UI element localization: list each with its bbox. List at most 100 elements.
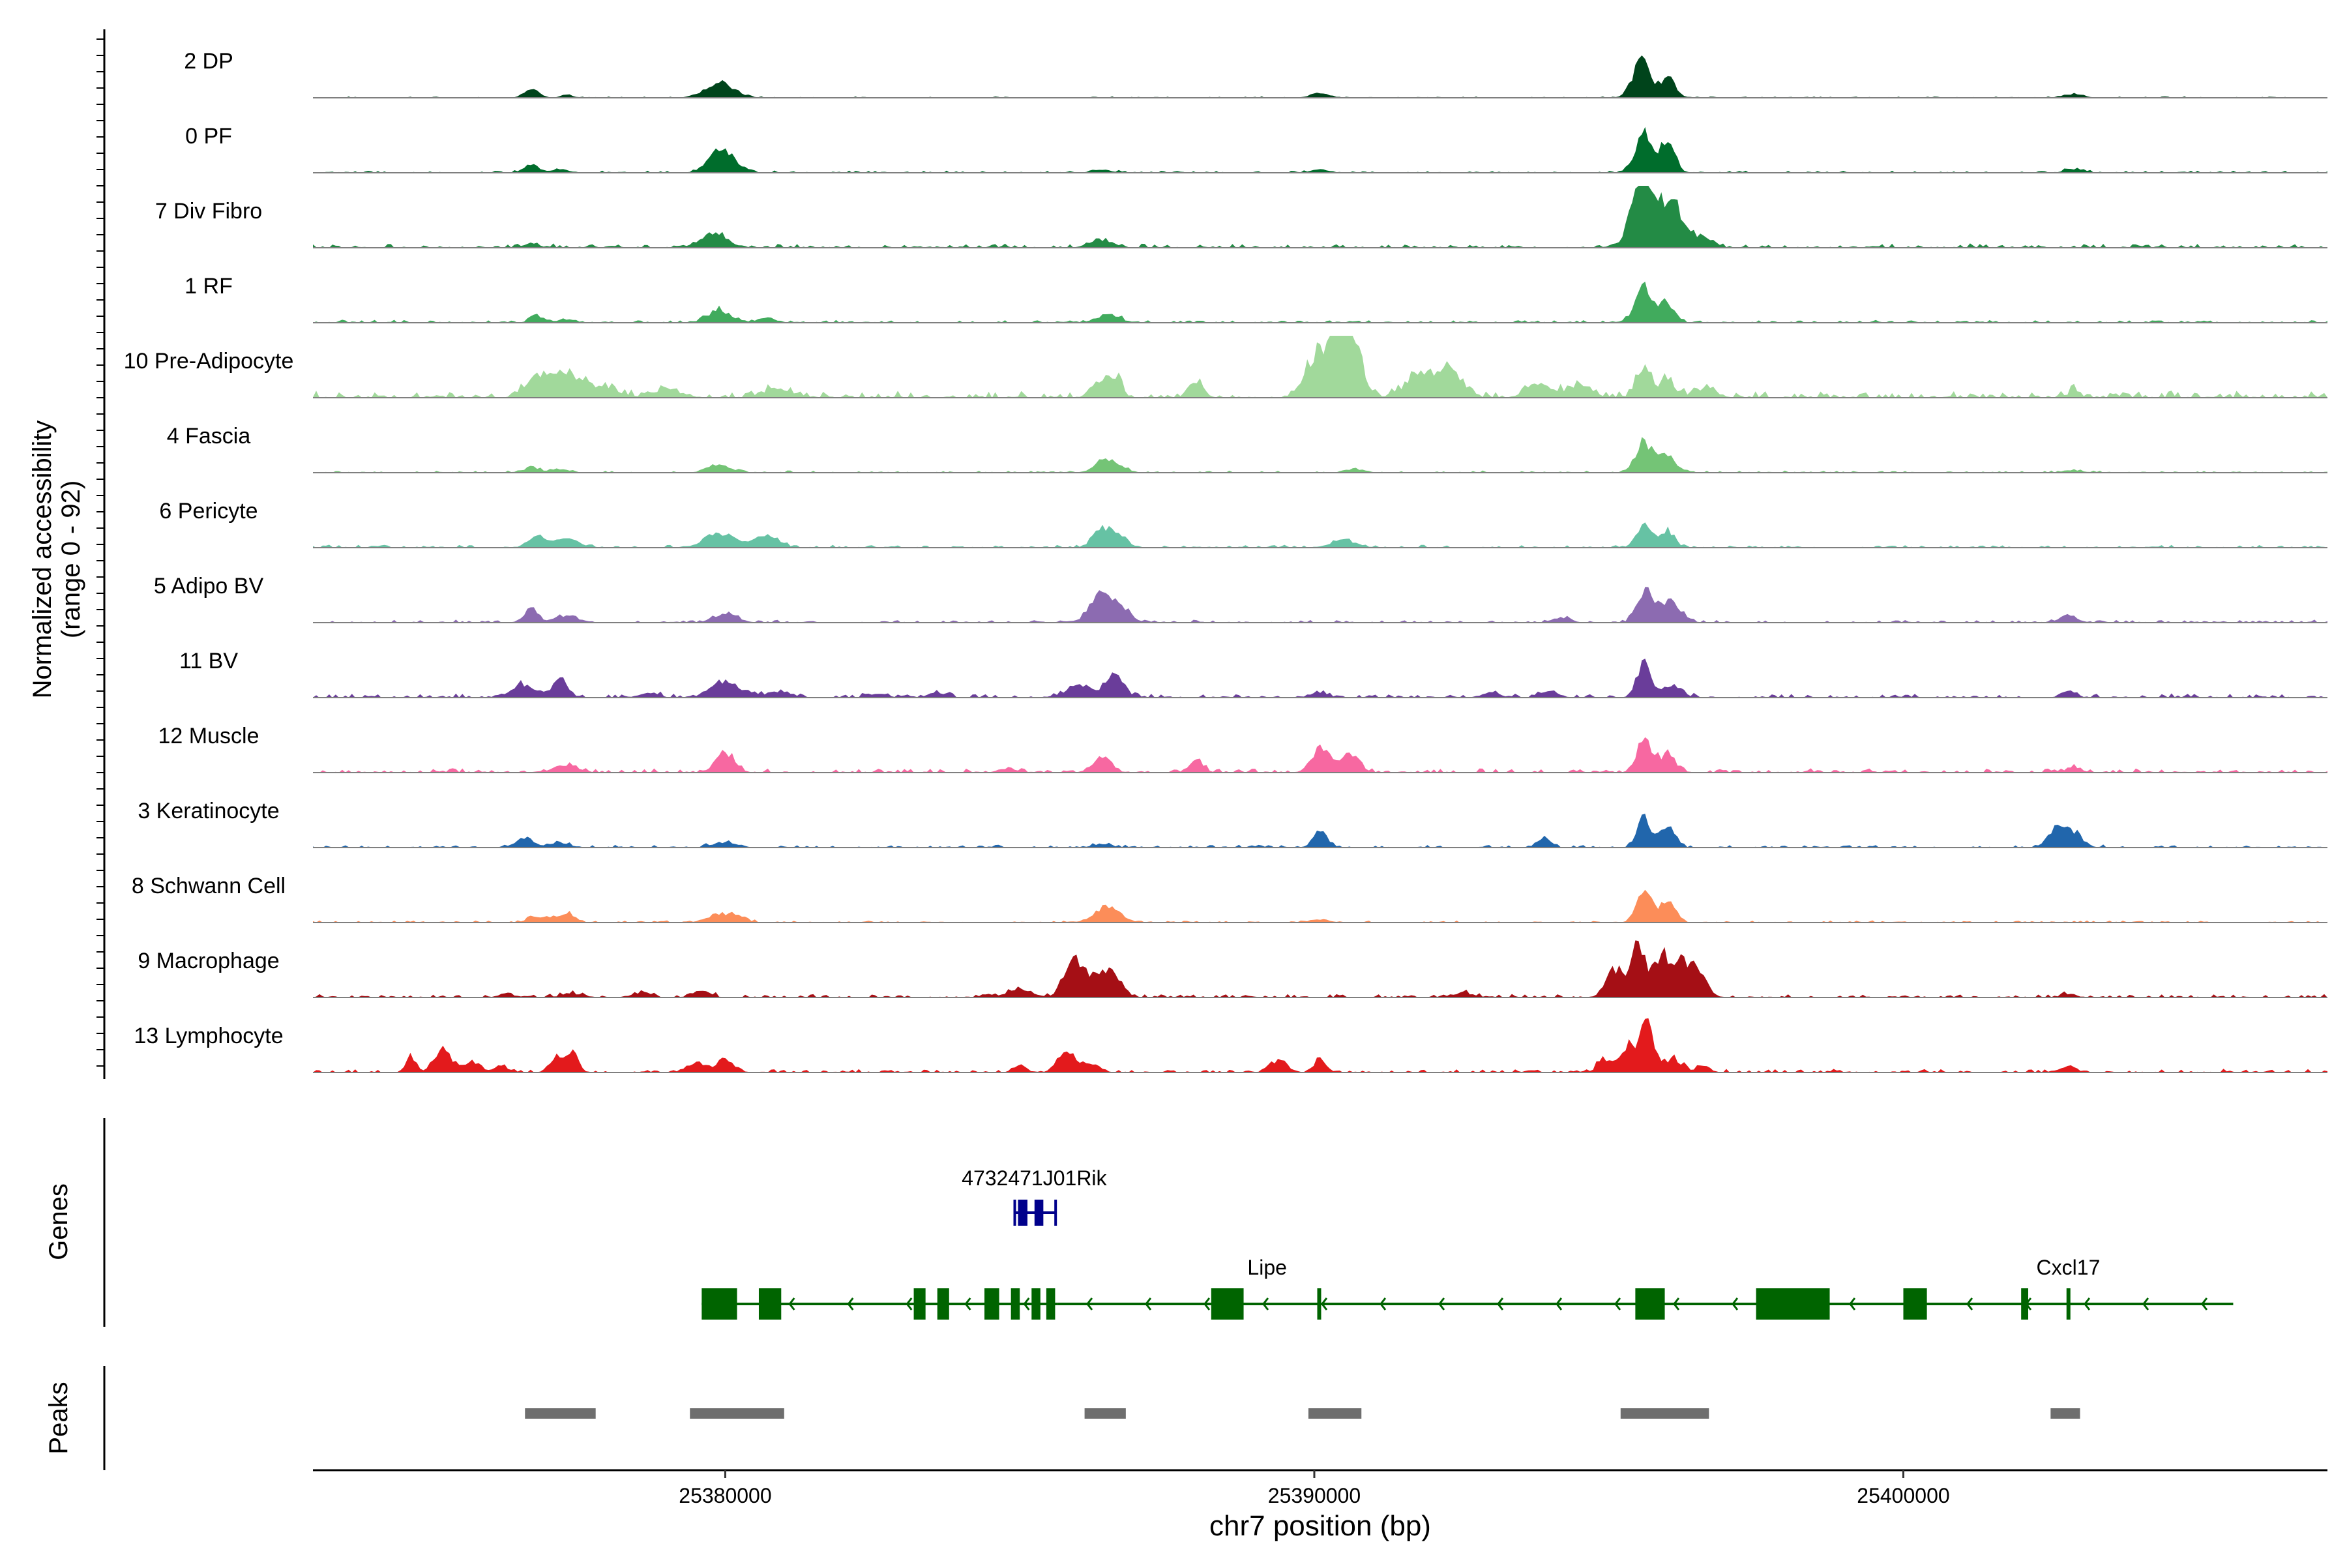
peak-region: [690, 1408, 784, 1419]
coverage-area: [313, 336, 2327, 398]
track-label: 0 PF: [185, 124, 232, 149]
coverage-tracks: 2 DP 0 PF 7 Div Fibro 1 RF 10 Pre-Adipocyte 4…: [124, 49, 2327, 1073]
track-label: 9 Macrophage: [138, 949, 279, 973]
coverage-area: [313, 889, 2327, 923]
gene-label: Cxcl17: [2037, 1256, 2101, 1279]
track-7: 6 Pericyte: [159, 499, 2327, 548]
peak-region: [1084, 1408, 1126, 1419]
strand-arrow: [1673, 1297, 1680, 1310]
peak-region: [1620, 1408, 1709, 1419]
track-3: 7 Div Fibro: [155, 186, 2327, 248]
coverage-area: [313, 587, 2327, 623]
track-label: 13 Lymphocyte: [134, 1024, 283, 1048]
track-5: 10 Pre-Adipocyte: [124, 336, 2327, 398]
strand-arrow: [2201, 1297, 2208, 1310]
gene-exon: [701, 1288, 737, 1320]
track-label: 4 Fascia: [167, 424, 251, 449]
track-label: 10 Pre-Adipocyte: [124, 349, 294, 374]
peak-region: [525, 1408, 596, 1419]
strand-arrow: [1614, 1297, 1621, 1310]
gene-exon: [1317, 1288, 1321, 1320]
track-13: 9 Macrophage: [138, 940, 2327, 998]
track-4: 1 RF: [185, 274, 2327, 323]
strand-arrow: [964, 1297, 971, 1310]
strand-arrow: [1203, 1297, 1211, 1310]
gene-exon: [1018, 1200, 1027, 1226]
gene-exon: [2066, 1288, 2071, 1320]
y-axis-label-line1: Normalized accessibility: [28, 421, 57, 699]
gene-4732471j01rik: 4732471J01Rik: [962, 1166, 1108, 1226]
x-tick-label: 25380000: [679, 1484, 771, 1507]
peaks-panel-label: Peaks: [44, 1382, 73, 1454]
strand-arrow: [2142, 1297, 2149, 1310]
strand-arrow: [788, 1297, 795, 1310]
strand-arrow: [1556, 1297, 1563, 1310]
coverage-area: [313, 658, 2327, 698]
coverage-y-ticks: [96, 38, 104, 1067]
coverage-area: [313, 186, 2327, 248]
coverage-area: [313, 126, 2327, 173]
coverage-area: [313, 940, 2327, 998]
gene-exon: [758, 1288, 782, 1320]
strand-arrow: [1438, 1297, 1445, 1310]
track-label: 6 Pericyte: [159, 499, 258, 524]
track-label: 7 Div Fibro: [155, 199, 262, 224]
strand-arrow: [1497, 1297, 1504, 1310]
gene-exon: [1031, 1288, 1041, 1320]
track-label: 1 RF: [185, 274, 233, 299]
track-label: 3 Keratinocyte: [138, 799, 279, 823]
gene-exon: [1211, 1288, 1244, 1320]
track-9: 11 BV: [179, 649, 2327, 698]
gene-exon: [1034, 1200, 1044, 1226]
coverage-area: [313, 814, 2327, 848]
track-label: 8 Schwann Cell: [132, 874, 286, 898]
track-6: 4 Fascia: [167, 424, 2327, 473]
strand-arrow: [2084, 1297, 2091, 1310]
coverage-area: [313, 1018, 2327, 1072]
x-axis-label: chr7 position (bp): [1209, 1510, 1431, 1542]
gene-exon: [913, 1288, 926, 1320]
strand-arrow: [906, 1297, 913, 1310]
peak-region: [2050, 1408, 2080, 1419]
strand-arrow: [1023, 1297, 1030, 1310]
track-12: 8 Schwann Cell: [132, 874, 2327, 923]
strand-arrow: [1849, 1297, 1856, 1310]
coverage-area: [313, 282, 2327, 323]
coverage-area: [313, 55, 2327, 98]
gene-exon: [2021, 1288, 2029, 1320]
gene-exon: [1011, 1288, 1020, 1320]
peak-region: [1308, 1408, 1362, 1419]
gene-annotations: 4732471J01Rik Lipe Cxcl17: [701, 1166, 2234, 1320]
strand-arrow: [1966, 1297, 1973, 1310]
strand-arrow: [1732, 1297, 1739, 1310]
track-label: 5 Adipo BV: [154, 574, 264, 599]
x-axis-ticks: 25380000 25390000 25400000: [679, 1470, 1950, 1507]
track-label: 2 DP: [184, 49, 233, 74]
track-14: 13 Lymphocyte: [134, 1018, 2327, 1073]
strand-arrow: [1086, 1297, 1093, 1310]
gene-exon: [1635, 1288, 1665, 1320]
x-tick-label: 25390000: [1268, 1484, 1361, 1507]
gene-exon: [1903, 1288, 1927, 1320]
strand-arrow: [1262, 1297, 1269, 1310]
gene-label: 4732471J01Rik: [962, 1166, 1107, 1190]
coverage-area: [313, 737, 2327, 773]
gene-label: Lipe: [1247, 1256, 1287, 1279]
genes-panel-label: Genes: [44, 1183, 73, 1260]
track-label: 11 BV: [179, 649, 238, 673]
x-tick-label: 25400000: [1857, 1484, 1949, 1507]
track-2: 0 PF: [185, 124, 2327, 173]
strand-arrow: [1321, 1297, 1328, 1310]
y-axis-label-line2: (range 0 - 92): [57, 481, 85, 638]
gene-exon: [984, 1288, 999, 1320]
gene-exon: [1756, 1288, 1830, 1320]
track-1: 2 DP: [184, 49, 2327, 98]
track-11: 3 Keratinocyte: [138, 799, 2327, 848]
gene-exon: [937, 1288, 949, 1320]
gene-lipe: [701, 1288, 1058, 1320]
track-10: 12 Muscle: [158, 724, 2327, 773]
peak-regions: [525, 1408, 2080, 1419]
coverage-area: [313, 522, 2327, 548]
